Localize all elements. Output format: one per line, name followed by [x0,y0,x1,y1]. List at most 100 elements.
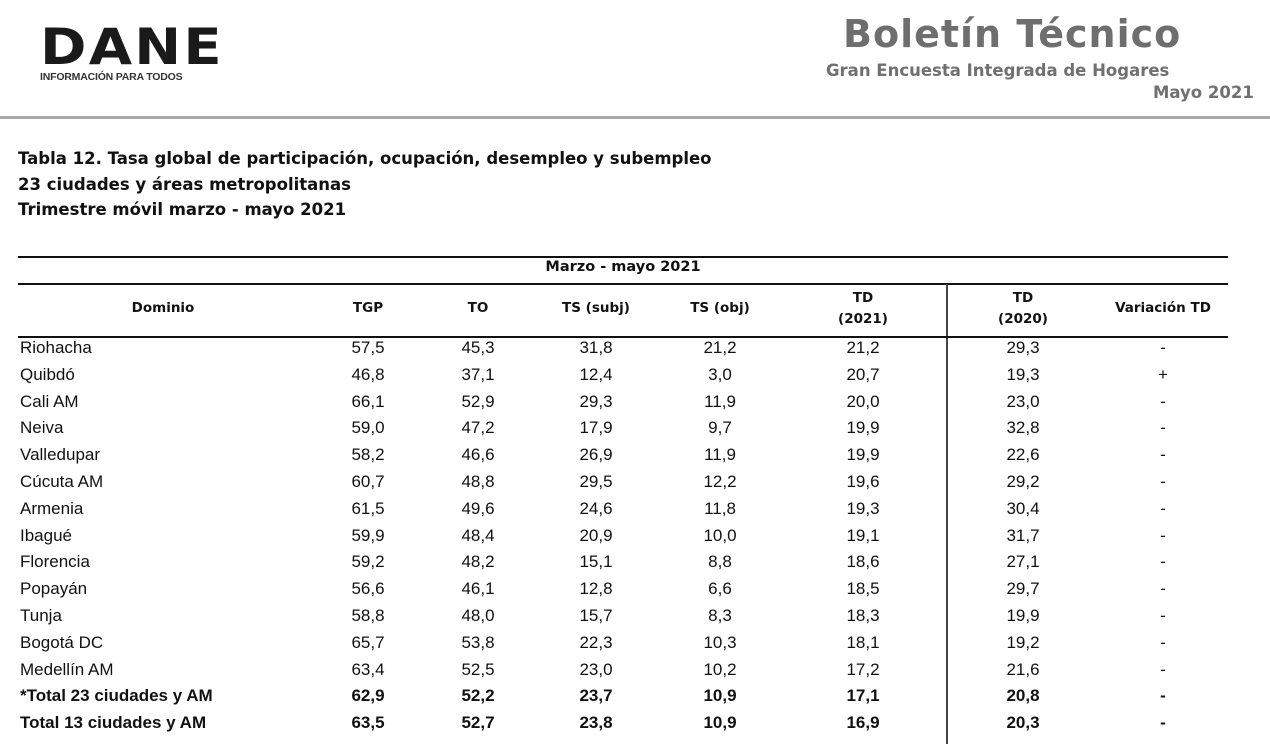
table-row: Neiva 59,0 47,2 17,9 9,7 19,9 32,8 - [18,418,1228,445]
cell-ts-subj: 12,4 [579,364,613,384]
cell-ts-subj: 22,3 [579,632,613,652]
document-header: DANE INFORMACIÓN PARA TODOS Boletín Técn… [0,0,1270,119]
cell-dominio: Tunja [20,606,62,625]
col-header-dominio: Dominio [131,300,195,316]
col-header-td-2021-line1: TD [852,290,874,306]
bulletin-date: Mayo 2021 [1153,83,1254,102]
cell-td2020: 20,3 [1006,713,1040,733]
cell-td2020: 29,3 [1006,338,1040,357]
cell-tgp: 59,9 [351,525,385,545]
cell-td2020: 19,3 [1006,364,1040,384]
cell-tgp: 62,9 [351,686,385,706]
cell-td2021: 20,0 [846,391,880,411]
table-row: Popayán 56,6 46,1 12,8 6,6 18,5 29,7 - [18,579,1228,606]
cell-to: 48,8 [461,472,495,491]
cell-td2021: 19,9 [846,418,880,438]
cell-var: - [1160,552,1166,572]
cell-ts-obj: 12,2 [703,472,737,491]
table-row: Bogotá DC 65,7 53,8 22,3 10,3 18,1 19,2 - [18,633,1228,660]
col-header-ts-obj: TS (obj) [690,300,750,316]
cell-var: - [1160,418,1166,438]
cell-to: 45,3 [461,338,495,357]
cell-ts-obj: 10,9 [703,686,737,706]
cell-var: - [1160,445,1166,465]
cell-dominio: Cúcuta AM [20,472,104,491]
cell-td2021: 18,6 [846,552,880,572]
cell-td2021: 19,3 [846,498,880,518]
cell-var: - [1160,391,1166,411]
table-row: Quibdó 46,8 37,1 12,4 3,0 20,7 19,3 + [18,365,1228,392]
cell-td2020: 31,7 [1006,525,1040,545]
cell-tgp: 60,7 [351,472,385,491]
cell-dominio: Cali AM [20,391,79,411]
cell-td2020: 21,6 [1006,659,1040,679]
table-row: Riohacha 57,5 45,3 31,8 21,2 21,2 29,3 - [18,338,1228,365]
table-row: Cali AM 66,1 52,9 29,3 11,9 20,0 23,0 - [18,392,1228,419]
cell-ts-obj: 9,7 [708,418,732,438]
cell-to: 46,1 [461,579,495,599]
cell-dominio: *Total 23 ciudades y AM [20,686,213,706]
cell-tgp: 66,1 [351,391,385,411]
cell-var: + [1158,364,1168,384]
cell-ts-subj: 15,7 [579,606,613,625]
cell-dominio: Medellín AM [20,659,114,679]
header-bottom-rule [18,336,1228,338]
col-header-ts-subj: TS (subj) [562,300,630,316]
cell-dominio: Bogotá DC [20,632,104,652]
cell-to: 53,8 [461,632,495,652]
cell-var: - [1160,632,1166,652]
cell-ts-subj: 29,5 [579,472,613,491]
column-divider [946,284,948,744]
cell-ts-subj: 23,7 [579,686,613,706]
cell-var: - [1160,472,1166,491]
cell-tgp: 58,8 [351,606,385,625]
cell-ts-obj: 11,8 [704,498,736,518]
cell-ts-subj: 23,0 [579,659,613,679]
cell-td2021: 19,9 [846,445,880,465]
cell-ts-subj: 17,9 [579,418,613,438]
cell-to: 52,2 [461,686,495,706]
header-divider [0,116,1270,119]
cell-ts-obj: 11,9 [704,391,736,411]
cell-tgp: 46,8 [351,364,385,384]
cell-ts-obj: 10,3 [703,632,737,652]
cell-ts-subj: 31,8 [579,338,613,357]
cell-to: 52,7 [461,713,495,733]
table-row: Tunja 58,8 48,0 15,7 8,3 18,3 19,9 - [18,606,1228,633]
cell-tgp: 57,5 [351,338,385,357]
cell-dominio: Popayán [20,579,88,599]
cell-td2021: 19,6 [846,472,880,491]
cell-var: - [1160,525,1166,545]
cell-td2020: 27,1 [1006,552,1040,572]
cell-td2020: 29,2 [1006,472,1040,491]
cell-ts-obj: 21,2 [703,338,737,357]
cell-to: 48,4 [461,525,495,545]
cell-dominio: Neiva [20,418,64,438]
col-header-td-2020-line2: (2020) [998,311,1048,327]
cell-ts-subj: 15,1 [579,552,613,572]
cell-td2020: 32,8 [1006,418,1040,438]
cell-ts-obj: 10,9 [703,713,737,733]
col-header-td-2020-line1: TD [1012,290,1034,306]
cell-dominio: Total 13 ciudades y AM [20,713,207,733]
col-header-td-2020: TD (2020) [978,288,1068,330]
cell-to: 49,6 [461,498,495,518]
cell-td2020: 20,8 [1006,686,1040,706]
cell-tgp: 58,2 [351,445,385,465]
cell-ts-obj: 3,0 [708,364,732,384]
bulletin-subtitle: Gran Encuesta Integrada de Hogares [826,61,1170,80]
cell-td2021: 19,1 [846,525,880,545]
table-row: Valledupar 58,2 46,6 26,9 11,9 19,9 22,6 - [18,445,1228,472]
cell-to: 37,1 [461,364,495,384]
cell-dominio: Florencia [20,552,90,572]
period-rule [18,283,1228,285]
cell-to: 52,5 [461,659,495,679]
cell-dominio: Riohacha [20,338,92,357]
cell-td2020: 30,4 [1006,498,1040,518]
caption-title: Tabla 12. Tasa global de participación, … [18,149,712,168]
cell-td2020: 19,9 [1006,606,1040,625]
cell-td2020: 19,2 [1006,632,1040,652]
col-header-variacion-td: Variación TD [1115,300,1211,316]
cell-ts-obj: 8,8 [708,552,732,572]
table-row: Medellín AM 63,4 52,5 23,0 10,2 17,2 21,6 - [18,660,1228,687]
